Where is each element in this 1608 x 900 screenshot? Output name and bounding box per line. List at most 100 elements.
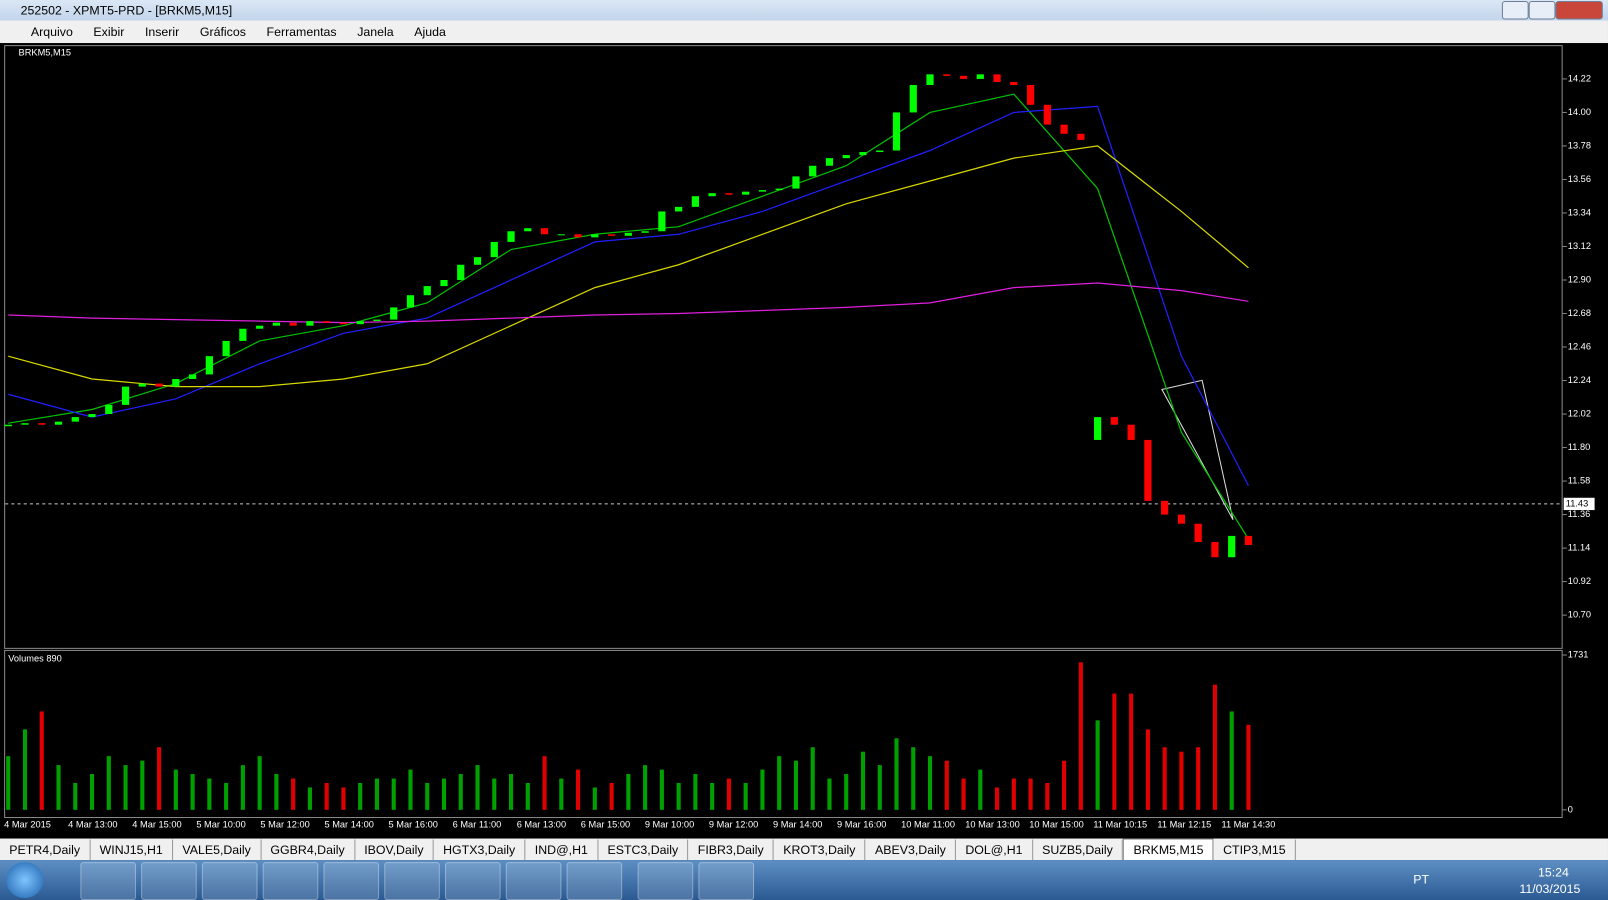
volume-bar xyxy=(391,778,396,810)
candle xyxy=(1211,541,1219,558)
clock-time[interactable]: 15:24 xyxy=(1537,865,1569,880)
volume-bar xyxy=(1011,778,1016,810)
tab[interactable]: BRKM5,M15 xyxy=(1123,838,1214,861)
tab-bar: PETR4,Daily WINJ15,H1 VALE5,Daily GGBR4,Dai… xyxy=(0,838,1608,861)
candle xyxy=(1077,133,1085,140)
volume-tick-label: 0 xyxy=(1568,804,1573,814)
candle xyxy=(842,155,850,159)
taskbar-app[interactable] xyxy=(384,862,440,900)
tab[interactable]: WINJ15,H1 xyxy=(90,839,174,861)
tab[interactable]: IND@,H1 xyxy=(526,839,599,861)
menu-item[interactable]: Arquivo xyxy=(30,24,73,39)
volume-bar xyxy=(224,783,229,810)
tab[interactable]: CTIP3,M15 xyxy=(1214,839,1296,861)
candle xyxy=(758,190,767,192)
x-tick-label: 4 Mar 15:00 xyxy=(132,820,181,830)
tab[interactable]: ESTC3,Daily xyxy=(598,839,689,861)
candle xyxy=(38,423,46,425)
candle xyxy=(825,158,834,166)
menu-bar: Arquivo Exibir Inserir Gráficos Ferramentas J… xyxy=(0,20,1608,45)
tab[interactable]: PETR4,Daily xyxy=(0,839,91,861)
taskbar-app[interactable] xyxy=(698,862,755,900)
drawn-triangle[interactable] xyxy=(1161,379,1234,520)
candle xyxy=(406,295,415,308)
tab[interactable]: FIBR3,Daily xyxy=(689,839,775,861)
y-tick-label: 12.02 xyxy=(1568,408,1591,418)
close[interactable] xyxy=(1555,1,1603,20)
menu-item[interactable]: Exibir xyxy=(93,24,125,39)
volume-bar xyxy=(89,774,95,810)
start-button[interactable] xyxy=(6,862,44,898)
y-tick-label: 12.46 xyxy=(1568,341,1591,351)
menu-item[interactable]: Inserir xyxy=(144,24,180,39)
taskbar-app[interactable] xyxy=(505,862,562,900)
taskbar-app[interactable] xyxy=(141,862,197,900)
candle xyxy=(1060,124,1068,134)
volume-bar xyxy=(1162,747,1167,810)
tab[interactable]: GGBR4,Daily xyxy=(261,839,355,861)
candle xyxy=(943,74,951,76)
tab[interactable]: ABEV3,Daily xyxy=(866,839,957,861)
candle xyxy=(926,74,934,86)
volume-bar xyxy=(341,787,346,810)
candle xyxy=(88,414,96,418)
maximize[interactable] xyxy=(1528,1,1556,20)
candle xyxy=(155,383,163,387)
volume-bar xyxy=(844,774,849,810)
volume-bar xyxy=(458,774,463,810)
taskbar-app[interactable] xyxy=(262,862,319,900)
menu-item[interactable]: Ajuda xyxy=(414,24,446,39)
menu-item[interactable]: Janela xyxy=(357,24,394,39)
volume-bar xyxy=(358,783,363,810)
tab[interactable]: SUZB5,Daily xyxy=(1033,839,1124,861)
taskbar-app[interactable] xyxy=(637,862,694,900)
x-tick-label: 10 Mar 11:00 xyxy=(901,820,955,830)
taskbar-app[interactable] xyxy=(80,862,136,900)
volume-bar xyxy=(860,751,866,810)
candle xyxy=(222,340,230,357)
taskbar-app[interactable] xyxy=(201,862,258,900)
tab[interactable]: HGTX3,Daily xyxy=(434,839,526,861)
current-price-label: 11.43 xyxy=(1566,498,1588,508)
x-tick-label: 9 Mar 16:00 xyxy=(837,820,886,830)
taskbar-app[interactable] xyxy=(566,862,623,900)
y-tick-label: 11.36 xyxy=(1568,509,1590,519)
volume-bar xyxy=(793,760,799,810)
taskbar-app[interactable] xyxy=(323,862,380,900)
candle xyxy=(1244,535,1253,546)
candle xyxy=(121,386,130,405)
volume-bar xyxy=(894,738,899,810)
volume-bar xyxy=(1196,747,1201,810)
tab[interactable]: DOL@,H1 xyxy=(956,839,1033,861)
candle xyxy=(591,234,599,238)
candle xyxy=(1026,85,1035,105)
candle xyxy=(524,228,532,232)
candle xyxy=(239,328,247,341)
x-tick-label: 11 Mar 14:30 xyxy=(1221,820,1275,830)
volume-bar xyxy=(659,769,664,810)
candle xyxy=(390,307,398,320)
moving-average xyxy=(8,282,1249,324)
volume-bar xyxy=(760,769,765,810)
tab[interactable]: VALE5,Daily xyxy=(173,839,262,861)
candle xyxy=(1161,500,1169,515)
candle xyxy=(356,321,364,325)
tab[interactable]: KROT3,Daily xyxy=(774,839,866,861)
taskbar-app[interactable] xyxy=(445,862,501,900)
language[interactable]: PT xyxy=(1413,872,1430,887)
clock-date[interactable]: 11/03/2015 xyxy=(1519,881,1581,896)
volume-bar xyxy=(676,783,681,810)
moving-average xyxy=(8,105,1250,486)
volume-bar xyxy=(374,778,380,810)
menu-item[interactable]: Ferramentas xyxy=(266,24,337,39)
candle xyxy=(306,321,314,326)
volume-bar xyxy=(39,711,44,810)
volume-bar xyxy=(492,778,497,810)
y-tick-label: 10.70 xyxy=(1568,610,1591,620)
minimize[interactable] xyxy=(1501,1,1529,20)
volume-bar xyxy=(643,765,648,810)
volume-bar xyxy=(1179,751,1184,810)
menu-item[interactable]: Gráficos xyxy=(199,24,246,39)
candle xyxy=(105,404,113,415)
tab[interactable]: IBOV,Daily xyxy=(355,839,434,861)
